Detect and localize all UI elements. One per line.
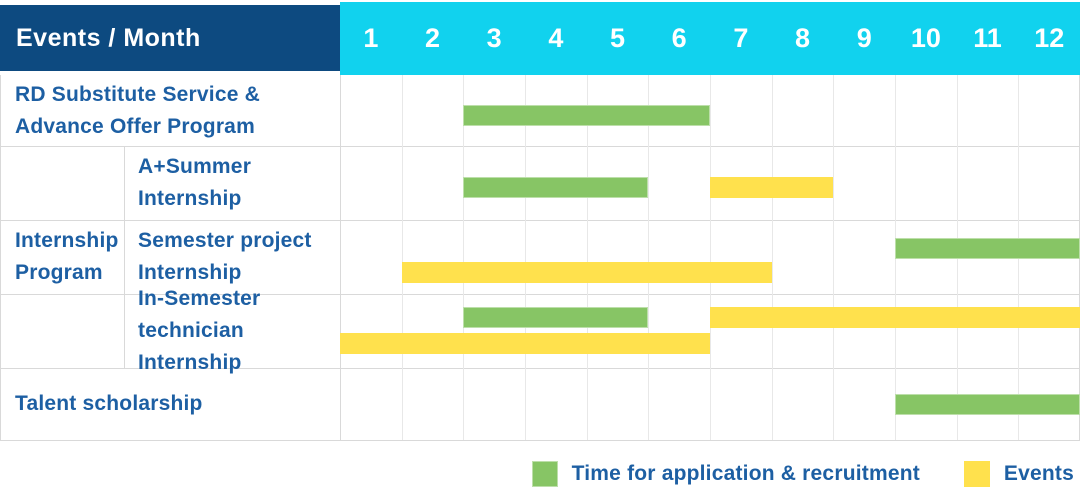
- month-label: 11: [973, 23, 1002, 53]
- table-bottom-border: [0, 440, 1080, 441]
- gantt-bar-yellow: [340, 333, 710, 354]
- month-label: 8: [795, 23, 811, 53]
- yellow-swatch-icon: [963, 461, 990, 487]
- month-gridline: [772, 75, 773, 440]
- label-chart-divider: [340, 75, 341, 440]
- row-divider: [0, 220, 1080, 221]
- month-label: 9: [856, 23, 872, 53]
- month-label: 5: [610, 23, 626, 53]
- gantt-bar-green: [463, 307, 649, 328]
- events-month-header-cell: Events / Month: [0, 5, 340, 71]
- month-gridline: [463, 75, 464, 440]
- month-header-row: 1 2 3 4 5 6 7 8 9 10 11 12: [340, 2, 1080, 75]
- green-swatch-icon: [531, 461, 558, 487]
- gantt-bar-green: [895, 394, 1080, 415]
- month-gridline: [833, 75, 834, 440]
- month-gridline: [402, 75, 403, 440]
- month-label: 4: [548, 23, 564, 53]
- group-column-divider: [124, 146, 125, 368]
- group-label-internship-program: Internship Program: [15, 229, 119, 284]
- month-label: 1: [363, 23, 379, 53]
- legend-item-events: Events: [963, 461, 1074, 487]
- month-gridline: [648, 75, 649, 440]
- row-divider: [0, 146, 1080, 147]
- row-label-in-semester-technician: In-Semester technician Internship: [138, 287, 261, 374]
- month-gridline: [587, 75, 588, 440]
- legend: Time for application & recruitment Event…: [0, 458, 1080, 490]
- month-label: 6: [671, 23, 687, 53]
- month-label: 3: [486, 23, 502, 53]
- row-divider: [0, 294, 1080, 295]
- row-label-rd-substitute: RD Substitute Service & Advance Offer Pr…: [15, 82, 260, 138]
- month-label: 10: [910, 23, 941, 53]
- row-label-a-plus-summer: A+Summer Internship: [138, 155, 252, 210]
- month-label: 7: [733, 23, 749, 53]
- gantt-bar-green: [895, 238, 1080, 259]
- table-left-border: [0, 75, 1, 440]
- gantt-bar-yellow: [710, 307, 1080, 328]
- row-label-talent-scholarship: Talent scholarship: [15, 392, 203, 415]
- gantt-bar-green: [463, 105, 710, 126]
- legend-item-application-recruitment: Time for application & recruitment: [531, 461, 920, 487]
- row-label-semester-project: Semester project Internship: [138, 229, 312, 284]
- month-gridline: [710, 75, 711, 440]
- month-label: 2: [424, 23, 441, 53]
- page-title: Events / Month: [16, 23, 201, 52]
- gantt-chart-area: [340, 75, 1080, 440]
- row-divider: [0, 368, 1080, 369]
- gantt-bar-yellow: [401, 262, 772, 283]
- month-gridline: [525, 75, 526, 440]
- gantt-bar-yellow: [710, 177, 834, 198]
- month-label: 12: [1034, 23, 1065, 53]
- gantt-bar-green: [463, 177, 649, 198]
